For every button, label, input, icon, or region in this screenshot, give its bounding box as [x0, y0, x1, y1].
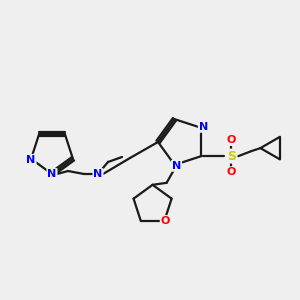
Text: S: S [227, 150, 236, 163]
Text: N: N [47, 169, 57, 179]
Text: N: N [199, 122, 208, 132]
Text: O: O [227, 135, 236, 145]
Text: N: N [172, 161, 181, 171]
Text: N: N [26, 155, 36, 165]
Text: O: O [227, 167, 236, 177]
Text: N: N [93, 169, 103, 179]
Text: O: O [161, 216, 170, 226]
